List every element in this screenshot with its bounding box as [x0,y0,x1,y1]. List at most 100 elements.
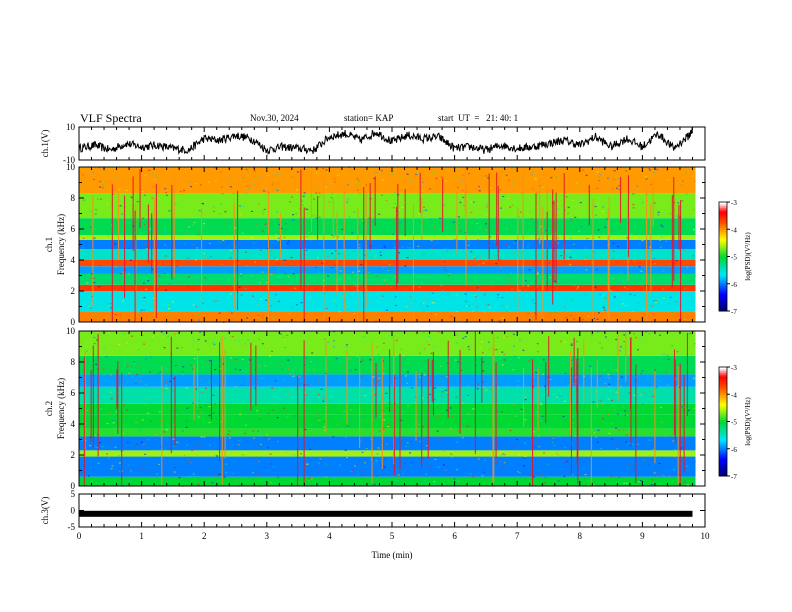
speckle [395,377,398,379]
speckle [397,468,400,470]
speckle [89,277,92,279]
speckle [610,399,613,402]
speckle [569,256,572,258]
speckle [538,446,541,448]
sferic-streak [592,198,594,322]
speckle [483,175,486,177]
speckle [321,262,324,264]
speckle [337,278,340,281]
speckle [194,182,197,185]
speckle [571,200,574,202]
speckle [404,463,407,465]
speckle [221,263,224,266]
colorbar-cell [719,445,727,448]
speckle [653,263,656,265]
speckle [491,183,494,185]
speckle [467,244,470,246]
speckle [662,270,665,272]
speckle [427,335,430,338]
sferic-streak [542,206,544,322]
speckle [121,300,124,302]
speckle [191,274,194,276]
speckle [373,177,376,180]
speckle [213,300,216,302]
speckle [442,313,445,315]
speckle [304,428,307,431]
speckle [356,355,359,357]
speckle [189,461,192,464]
speckle [316,414,319,416]
speckle [444,469,447,471]
speckle [270,253,273,256]
sferic-streak [193,364,195,421]
speckle [451,400,454,402]
speckle [179,190,182,193]
speckle [255,460,258,462]
speckle [464,300,467,302]
speckle [358,247,361,249]
speckle [402,355,405,357]
speckle [683,248,686,250]
speckle [507,299,510,301]
speckle [417,424,420,426]
speckle [401,206,404,209]
speckle [565,317,568,319]
speckle [573,391,576,393]
colorbar-cell [719,218,727,221]
speckle [406,371,409,373]
speckle [477,458,480,460]
speckle [172,390,175,392]
speckle [182,475,185,477]
colorbar-cell [719,298,727,301]
speckle [284,229,287,231]
speckle [682,199,685,201]
colorbar-cell [719,296,727,299]
speckle [264,223,267,225]
speckle [141,419,144,421]
speckle [653,257,656,260]
colorbar-cell [719,272,727,276]
speckle [322,400,325,402]
speckle [311,352,314,354]
speckle [488,363,491,366]
speckle [349,358,352,360]
speckle [106,235,109,237]
speckle [654,301,657,304]
speckle [165,384,168,386]
speckle [96,446,99,449]
colorbar-cell [719,450,727,453]
speckle [474,210,477,212]
speckle [499,468,502,470]
speckle [167,446,170,449]
speckle [192,304,195,306]
speckle [684,405,687,407]
sferic-streak [375,363,377,418]
speckle [665,255,668,257]
speckle [665,240,668,243]
speckle [522,349,525,351]
speckle [229,257,232,259]
speckle [277,394,280,396]
speckle [454,313,457,315]
speckle [693,180,696,182]
speckle [652,395,655,397]
colorbar-cell [719,207,727,210]
speckle [450,199,453,201]
speckle [473,350,476,352]
speckle [490,280,493,282]
speckle [322,285,325,287]
speckle [80,472,83,474]
speckle [181,374,184,376]
colorbar-cell [719,470,727,473]
speckle [293,301,296,304]
speckle [372,376,375,378]
speckle [478,264,481,266]
speckle [98,442,101,444]
speckle [281,368,284,370]
speckle [180,347,183,349]
speckle [95,209,98,211]
speckle [385,392,388,395]
speckle [320,388,323,391]
speckle [200,411,203,414]
speckle [129,212,132,214]
